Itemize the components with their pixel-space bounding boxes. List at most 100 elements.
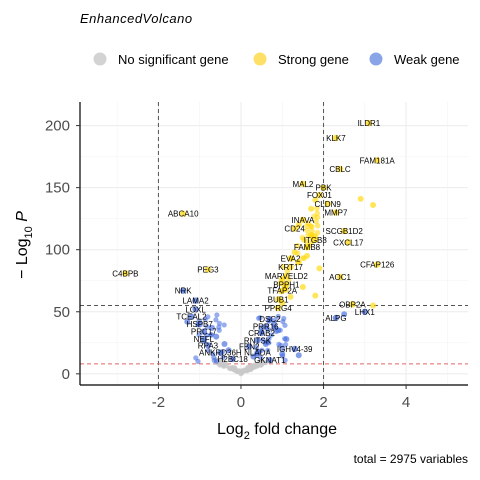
point-strong <box>357 195 364 202</box>
point-weak <box>220 354 226 361</box>
gene-label-rpa3: RPA3 <box>198 341 219 350</box>
point-nonsignificant <box>262 360 269 366</box>
point-strong <box>332 209 340 216</box>
point-strong <box>287 255 294 262</box>
point-strong <box>312 197 319 204</box>
point-strong <box>370 302 377 309</box>
point-strong <box>305 220 311 227</box>
point-weak <box>283 336 290 343</box>
point-nonsignificant <box>232 365 238 371</box>
point-strong <box>303 238 310 245</box>
point-weak <box>216 320 223 326</box>
gene-label-fam181a: FAM181A <box>360 156 396 165</box>
point-strong <box>179 210 187 217</box>
point-weak <box>217 349 224 356</box>
point-strong <box>274 304 282 312</box>
point-strong <box>349 301 356 308</box>
gene-label-peg3: PEG3 <box>197 266 219 275</box>
point-nonsignificant <box>257 362 263 368</box>
gene-label-pprg4: PPRG4 <box>265 304 293 313</box>
point-weak <box>213 333 220 340</box>
point-weak <box>200 328 208 335</box>
x-axis-label: Log2 fold change <box>217 421 337 442</box>
legend: No significant gene Strong gene Weak gene <box>93 52 460 67</box>
point-strong <box>308 231 315 238</box>
grid <box>80 102 468 385</box>
point-strong <box>295 221 302 228</box>
gene-label-scgb1d2: SCGB1D2 <box>325 227 363 236</box>
point-weak <box>211 357 217 363</box>
gene-label-gknat1: GKNAT1 <box>254 356 286 365</box>
point-strong <box>279 276 286 283</box>
gene-label-alpg: ALPG <box>325 314 346 323</box>
point-strong <box>291 249 298 256</box>
gene-label-cd24: CD24 <box>284 225 305 234</box>
legend-swatch <box>253 52 267 66</box>
y-tick-label: 200 <box>45 118 70 135</box>
point-weak <box>266 356 274 364</box>
x-tick-label: 2 <box>319 394 327 411</box>
gene-label-ighv4-39: IGHV4-39 <box>277 345 313 354</box>
point-strong <box>370 202 377 209</box>
point-strong <box>122 270 129 277</box>
gene-label-dsc2: DSC2 <box>259 315 281 324</box>
point-strong <box>373 157 381 164</box>
point-weak <box>192 306 199 313</box>
point-strong <box>316 265 323 272</box>
point-weak <box>332 314 340 322</box>
gene-label-fbn2: FBN2 <box>239 343 260 352</box>
gene-label-ildr1: ILDR1 <box>358 119 381 128</box>
point-weak <box>204 324 210 330</box>
gene-label-cxcl17: CXCL17 <box>333 238 364 247</box>
legend-label: No significant gene <box>118 52 229 67</box>
point-strong <box>294 242 301 249</box>
legend-label: Strong gene <box>278 52 349 67</box>
point-strong <box>304 227 310 234</box>
gene-label-eva2: EVA2 <box>281 254 301 263</box>
point-strong <box>283 272 290 279</box>
point-weak <box>250 353 257 360</box>
point-weak <box>258 329 265 337</box>
point-nonsignificant <box>238 371 244 377</box>
x-tick-label: -2 <box>152 394 165 411</box>
data-points <box>122 119 381 377</box>
gene-label-c4bpb: C4BPB <box>112 269 138 278</box>
point-strong <box>283 281 290 288</box>
gene-label-tceal2: TCEAL2 <box>176 313 207 322</box>
y-tick-label: 100 <box>45 242 70 259</box>
gene-label-krt17: KRT17 <box>278 263 303 272</box>
gene-label-nlada: NLADA <box>244 349 271 358</box>
point-strong <box>299 283 306 290</box>
gene-label-prr16: PRR16 <box>253 323 279 332</box>
point-strong <box>311 213 317 220</box>
point-weak <box>254 349 261 356</box>
point-weak <box>266 316 274 323</box>
point-strong <box>340 227 348 235</box>
point-weak <box>275 327 282 334</box>
legend-label: Weak gene <box>394 52 460 67</box>
point-weak <box>188 313 195 320</box>
point-weak <box>295 352 302 359</box>
point-weak <box>225 347 232 354</box>
gene-label-aoc1: AOC1 <box>329 273 351 282</box>
point-weak <box>265 347 271 353</box>
point-strong <box>345 239 352 246</box>
point-strong <box>312 292 319 299</box>
point-strong <box>316 191 323 199</box>
gene-label-cfap126: CFAP126 <box>360 261 395 270</box>
point-strong <box>280 263 287 270</box>
y-axis-label: − Log10 P <box>14 211 35 279</box>
gene-label-hspb7: HSPB7 <box>187 320 214 329</box>
point-weak <box>254 337 261 344</box>
point-nonsignificant <box>241 367 247 373</box>
point-weak <box>221 341 228 348</box>
gene-label-nefl: NEFL <box>194 335 215 344</box>
gene-label-nrk: NRK <box>175 287 193 296</box>
point-weak <box>258 355 264 361</box>
point-nonsignificant <box>248 364 254 370</box>
point-weak <box>341 311 348 318</box>
point-weak <box>205 347 211 354</box>
point-weak <box>221 322 227 328</box>
y-tick-label: 0 <box>62 366 70 383</box>
